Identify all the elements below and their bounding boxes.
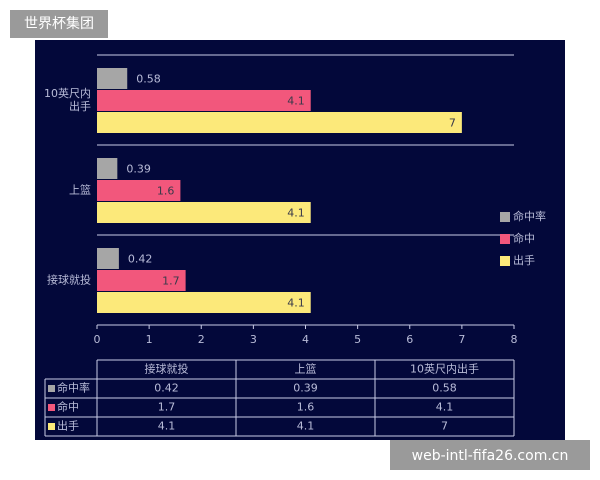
legend-label: 出手 [513, 253, 535, 267]
legend-swatch [500, 212, 510, 222]
watermark-box [390, 440, 590, 470]
legend-swatch [500, 256, 510, 266]
x-tick-label: 0 [94, 333, 101, 346]
legend-swatch [500, 234, 510, 244]
table-row-label: 命中 [57, 400, 79, 414]
x-tick-label: 6 [406, 333, 413, 346]
table-row-label: 命中率 [57, 381, 90, 395]
x-tick-label: 4 [302, 333, 309, 346]
table-cell: 4.1 [158, 420, 176, 433]
table-cell: 4.1 [436, 401, 454, 414]
table-header: 接球就投 [145, 362, 189, 376]
bar [97, 248, 119, 269]
bar [97, 68, 128, 89]
table-swatch [48, 385, 55, 392]
value-label: 4.1 [287, 297, 305, 310]
table-swatch [48, 404, 55, 411]
x-tick-label: 7 [458, 333, 465, 346]
x-tick-label: 1 [146, 333, 153, 346]
table-cell: 0.58 [432, 382, 457, 395]
x-tick-label: 5 [354, 333, 361, 346]
table-cell: 0.42 [154, 382, 179, 395]
bar [97, 112, 462, 133]
table-row-label: 出手 [57, 419, 79, 433]
value-label: 4.1 [287, 95, 305, 108]
bar [97, 292, 311, 313]
value-label: 0.39 [126, 163, 151, 176]
bar [97, 90, 311, 111]
bar [97, 158, 118, 179]
table-header: 上篮 [295, 362, 317, 376]
table-cell: 1.7 [158, 401, 176, 414]
watermark: 世界杯集团 [24, 15, 94, 32]
x-tick-label: 2 [198, 333, 205, 346]
legend-label: 命中 [513, 231, 535, 245]
bar [97, 270, 186, 291]
value-label: 0.58 [136, 73, 161, 86]
value-label: 1.7 [162, 275, 180, 288]
bar [97, 180, 181, 201]
table-cell: 7 [441, 420, 448, 433]
table-cell: 1.6 [297, 401, 315, 414]
y-tick-label: 上篮 [69, 183, 91, 197]
watermark: web-intl-fifa26.com.cn [412, 448, 569, 464]
value-label: 7 [449, 117, 456, 130]
x-tick-label: 8 [511, 333, 518, 346]
y-tick-label: 接球就投 [47, 273, 91, 287]
watermark-box [10, 10, 108, 38]
table-header: 10英尺内出手 [410, 362, 479, 376]
value-label: 1.6 [157, 185, 175, 198]
y-tick-label: 10英尺内出手 [44, 87, 91, 113]
value-label: 4.1 [287, 207, 305, 220]
table-cell: 4.1 [297, 420, 315, 433]
x-tick-label: 3 [250, 333, 257, 346]
value-label: 0.42 [128, 253, 153, 266]
table-cell: 0.39 [293, 382, 318, 395]
table-swatch [48, 423, 55, 430]
legend-label: 命中率 [513, 209, 546, 223]
bar [97, 202, 311, 223]
